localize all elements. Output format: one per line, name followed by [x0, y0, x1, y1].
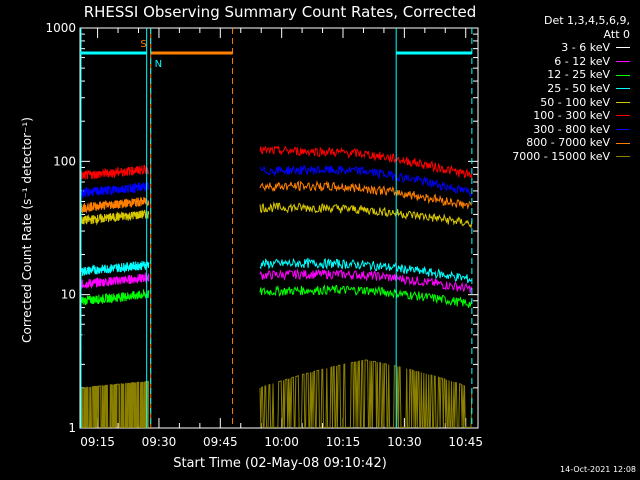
y-tick-label-3: 1000 [45, 21, 76, 35]
legend-label-3: 25 - 50 keV [547, 81, 610, 95]
legend-swatch-4 [616, 101, 630, 103]
legend-entry-2: 12 - 25 keV [478, 68, 634, 82]
legend-entry-0: 3 - 6 keV [478, 41, 634, 55]
legend-swatch-5 [616, 115, 630, 117]
plot-frame [79, 27, 479, 429]
legend-label-5: 100 - 300 keV [533, 109, 610, 123]
y-axis-label: Corrected Count Rate (s⁻¹ detector⁻¹) [20, 117, 34, 343]
y-tick-label-0: 1 [68, 421, 76, 435]
series-line-7 [259, 180, 473, 210]
legend-swatch-2 [616, 74, 630, 76]
timestamp: 14-Oct-2021 12:08 [560, 465, 636, 474]
legend-swatch-0 [616, 47, 630, 49]
legend-label-1: 6 - 12 keV [554, 54, 610, 68]
series-line-1 [259, 268, 473, 294]
y-tick-label-2: 100 [53, 154, 76, 168]
legend-label-0: 3 - 6 keV [561, 41, 610, 55]
series-line-0 [80, 321, 150, 358]
legend-entry-4: 50 - 100 keV [478, 96, 634, 110]
x-tick-label-1: 09:30 [142, 435, 177, 449]
legend-entry-6: 300 - 800 keV [478, 123, 634, 137]
series-line-4 [259, 201, 473, 228]
chart-title: RHESSI Observing Summary Count Rates, Co… [84, 3, 477, 21]
n-label: N [155, 59, 162, 70]
legend-entry-1: 6 - 12 keV [478, 55, 634, 69]
series-line-1 [80, 271, 150, 290]
series-line-2 [259, 284, 473, 308]
legend-entry-5: 100 - 300 keV [478, 109, 634, 123]
legend-label-2: 12 - 25 keV [547, 68, 610, 82]
x-tick-label-6: 10:45 [448, 435, 483, 449]
legend-header-2: Att 0 [603, 27, 630, 41]
legend-swatch-7 [616, 142, 630, 144]
series-line-4 [80, 209, 150, 226]
legend-label-4: 50 - 100 keV [540, 95, 610, 109]
legend-swatch-3 [616, 88, 630, 90]
series-line-3 [259, 257, 473, 284]
legend-header-1: Det 1,3,4,5,6,9, [543, 14, 630, 27]
series-line-2 [80, 288, 150, 306]
series-line-8 [80, 380, 149, 428]
series-line-5 [259, 145, 473, 179]
x-tick-label-0: 09:15 [80, 435, 115, 449]
legend-entry-3: 25 - 50 keV [478, 82, 634, 96]
legend-swatch-6 [616, 129, 630, 131]
legend-label-8: 7000 - 15000 keV [512, 149, 610, 163]
plot-area: 1 10 100 1000 09:15 09:30 09:45 10:00 10:15 10:30… [45, 21, 483, 449]
legend-label-6: 300 - 800 keV [533, 122, 610, 136]
y-tick-label-1: 10 [61, 288, 76, 302]
x-tick-label-3: 10:00 [264, 435, 299, 449]
s-label: S [140, 39, 146, 50]
series-line-8 [259, 359, 473, 428]
x-tick-label-5: 10:30 [387, 435, 422, 449]
series-line-5 [80, 164, 150, 180]
series-line-6 [80, 181, 150, 200]
x-tick-label-4: 10:15 [326, 435, 361, 449]
legend-entry-8: 7000 - 15000 keV [478, 150, 634, 164]
series-line-3 [80, 260, 150, 277]
legend-swatch-8 [616, 156, 630, 158]
series-line-6 [259, 164, 473, 198]
legend-entry-7: 800 - 7000 keV [478, 136, 634, 150]
series-line-7 [80, 196, 150, 214]
legend-swatch-1 [616, 61, 630, 63]
x-axis-label: Start Time (02-May-08 09:10:42) [173, 456, 387, 471]
legend: Det 1,3,4,5,6,9, Att 0 3 - 6 keV 6 - 12 k… [478, 14, 634, 164]
series-line-0 [259, 295, 473, 355]
x-tick-label-2: 09:45 [203, 435, 238, 449]
legend-label-7: 800 - 7000 keV [526, 136, 610, 150]
